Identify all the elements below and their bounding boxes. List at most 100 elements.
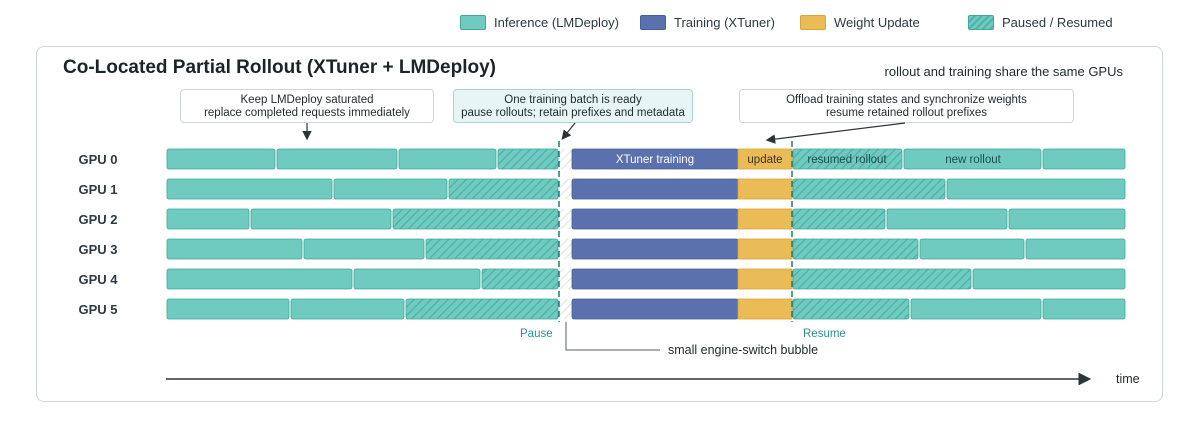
update-segment-label: update bbox=[747, 154, 782, 166]
legend-label: Training (XTuner) bbox=[674, 14, 775, 30]
gpu-row bbox=[166, 178, 1126, 200]
engine-switch-bubble bbox=[559, 209, 572, 229]
training-segment bbox=[571, 268, 739, 290]
legend-item-update: Weight Update bbox=[800, 12, 920, 32]
inference-segment bbox=[333, 178, 448, 200]
legend-label: Paused / Resumed bbox=[1002, 14, 1113, 30]
paused-rollout-segment bbox=[405, 298, 559, 320]
pause-label: Pause bbox=[520, 328, 553, 340]
training-swatch bbox=[640, 14, 666, 30]
diagram-title: Co-Located Partial Rollout (XTuner + LMD… bbox=[63, 57, 496, 78]
inference-segment bbox=[276, 148, 398, 170]
callout-line: pause rollouts; retain prefixes and meta… bbox=[461, 107, 685, 119]
legend: Inference (LMDeploy) Training (XTuner) W… bbox=[0, 12, 1200, 32]
resumed-rollout-segment bbox=[792, 148, 903, 170]
callout-line: Keep LMDeploy saturated bbox=[240, 94, 374, 106]
inference-segment bbox=[166, 148, 276, 170]
callout-arrow-offload bbox=[765, 122, 906, 144]
inference-segment bbox=[903, 148, 1042, 170]
resumed-rollout-segment bbox=[792, 238, 919, 260]
resumed-rollout-segment bbox=[792, 208, 886, 230]
engine-switch-bubble bbox=[559, 149, 572, 169]
gpu-row bbox=[166, 148, 1126, 170]
callout-arrow-batch-ready bbox=[561, 122, 576, 140]
inference-swatch bbox=[460, 14, 486, 30]
resumed-rollout-label: resumed rollout bbox=[807, 154, 887, 166]
inference-segment bbox=[398, 148, 497, 170]
inference-segment bbox=[166, 238, 303, 260]
paused-rollout-segment bbox=[392, 208, 559, 230]
update-swatch bbox=[800, 14, 826, 30]
bubble-connector bbox=[565, 322, 660, 351]
legend-item-training: Training (XTuner) bbox=[640, 12, 775, 32]
inference-segment bbox=[886, 208, 1008, 230]
engine-switch-bubble bbox=[559, 239, 572, 259]
training-segment bbox=[571, 298, 739, 320]
inference-segment bbox=[166, 178, 333, 200]
legend-item-paused: Paused / Resumed bbox=[968, 12, 1113, 32]
gpu-row bbox=[166, 238, 1126, 260]
gpu-label: GPU 1 bbox=[78, 182, 118, 197]
gpu-label: GPU 4 bbox=[78, 272, 118, 287]
weight-update-segment bbox=[737, 268, 793, 290]
paused-rollout-segment bbox=[497, 148, 559, 170]
inference-segment bbox=[290, 298, 405, 320]
paused-rollout-segment bbox=[448, 178, 559, 200]
training-segment bbox=[571, 238, 739, 260]
resumed-rollout-segment bbox=[792, 268, 972, 290]
weight-update-segment bbox=[737, 298, 793, 320]
engine-switch-bubble bbox=[559, 179, 572, 199]
legend-label: Inference (LMDeploy) bbox=[494, 14, 619, 30]
gpu-row bbox=[166, 268, 1126, 290]
new-rollout-label: new rollout bbox=[945, 154, 1001, 166]
inference-segment bbox=[1042, 298, 1126, 320]
gpu-label: GPU 3 bbox=[78, 242, 118, 257]
gpu-row bbox=[166, 208, 1126, 230]
inference-segment bbox=[166, 208, 250, 230]
diagram-subtitle: rollout and training share the same GPUs bbox=[884, 64, 1123, 79]
weight-update-segment bbox=[737, 148, 793, 170]
weight-update-segment bbox=[737, 238, 793, 260]
engine-switch-bubble bbox=[559, 269, 572, 289]
engine-switch-bubble-label: small engine-switch bubble bbox=[668, 343, 819, 357]
time-axis-label: time bbox=[1116, 372, 1140, 386]
legend-label: Weight Update bbox=[834, 14, 920, 30]
inference-segment bbox=[353, 268, 481, 290]
callout-batch-ready: One training batch is ready pause rollou… bbox=[453, 89, 693, 123]
inference-segment bbox=[910, 298, 1042, 320]
paused-rollout-segment bbox=[425, 238, 559, 260]
inference-segment bbox=[166, 268, 353, 290]
gpu-row bbox=[166, 298, 1126, 320]
resumed-rollout-segment bbox=[792, 178, 946, 200]
callout-offload-sync: Offload training states and synchronize … bbox=[739, 89, 1074, 123]
inference-segment bbox=[250, 208, 392, 230]
training-segment bbox=[571, 208, 739, 230]
weight-update-segment bbox=[737, 208, 793, 230]
inference-segment bbox=[303, 238, 425, 260]
engine-switch-bubble bbox=[559, 299, 572, 319]
paused-swatch bbox=[968, 14, 994, 30]
inference-segment bbox=[1025, 238, 1126, 260]
callout-saturated: Keep LMDeploy saturated replace complete… bbox=[180, 89, 434, 123]
inference-segment bbox=[972, 268, 1126, 290]
inference-segment bbox=[166, 298, 290, 320]
legend-item-inference: Inference (LMDeploy) bbox=[460, 12, 619, 32]
gpu-label: GPU 0 bbox=[78, 152, 118, 167]
callout-line: Offload training states and synchronize … bbox=[786, 94, 1027, 106]
inference-segment bbox=[919, 238, 1025, 260]
inference-segment bbox=[946, 178, 1126, 200]
gpu-label: GPU 2 bbox=[78, 212, 118, 227]
training-segment bbox=[571, 178, 739, 200]
callout-line: replace completed requests immediately bbox=[204, 107, 410, 119]
gpu-label: GPU 5 bbox=[78, 302, 118, 317]
inference-segment bbox=[1042, 148, 1126, 170]
inference-segment bbox=[1008, 208, 1126, 230]
resume-label: Resume bbox=[803, 328, 846, 340]
weight-update-segment bbox=[737, 178, 793, 200]
paused-rollout-segment bbox=[481, 268, 559, 290]
resumed-rollout-segment bbox=[792, 298, 910, 320]
callout-line: One training batch is ready bbox=[504, 94, 642, 106]
training-segment-label: XTuner training bbox=[616, 154, 694, 166]
callout-line: resume retained rollout prefixes bbox=[825, 107, 988, 119]
